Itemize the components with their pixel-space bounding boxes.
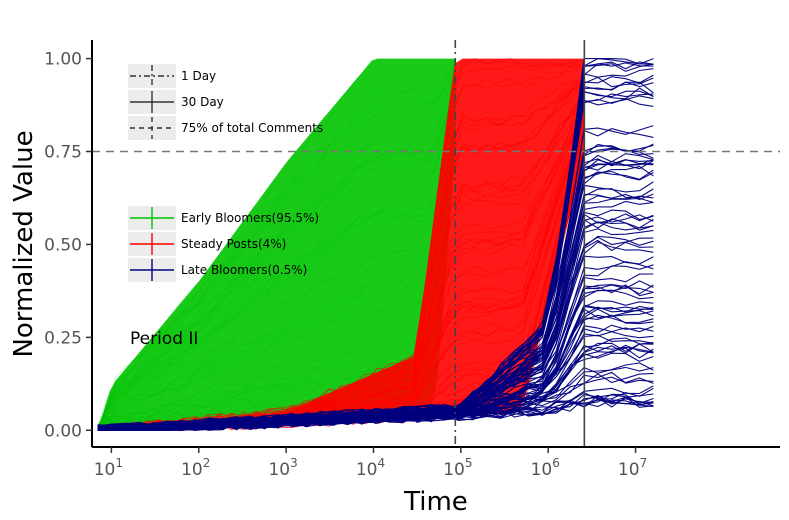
x-tick-label: 103 — [268, 456, 297, 480]
series-line-early-bloomers-95-5 — [97, 118, 456, 429]
ticks: 0.00 0.25 0.50 0.75 1.00 101 102 103 104 105 106 10… — [44, 50, 647, 480]
series-line-early-bloomers-95-5 — [97, 91, 456, 431]
series-line-early-bloomers-95-5 — [97, 88, 456, 431]
series-line-late-bloomers-0-5 — [97, 366, 654, 431]
series-line-early-bloomers-95-5 — [97, 85, 456, 431]
series-line-early-bloomers-95-5 — [97, 79, 456, 431]
legend-label: 75% of total Comments — [181, 121, 323, 135]
series-late-bloomers-0-5 — [97, 58, 654, 431]
series-line-early-bloomers-95-5 — [97, 119, 456, 430]
x-axis-title: Time — [403, 487, 468, 517]
series-line-early-bloomers-95-5 — [97, 100, 456, 429]
series-line-early-bloomers-95-5 — [97, 60, 456, 428]
series-line-early-bloomers-95-5 — [97, 87, 456, 431]
series-line-early-bloomers-95-5 — [97, 122, 456, 431]
x-tick-label: 102 — [181, 456, 210, 480]
series-line-early-bloomers-95-5 — [97, 98, 456, 430]
y-tick-label: 0.00 — [44, 421, 82, 441]
legend-label: Late Bloomers(0.5%) — [181, 263, 307, 277]
y-tick-label: 0.25 — [44, 328, 82, 348]
series-line-early-bloomers-95-5 — [97, 112, 456, 430]
series-line-early-bloomers-95-5 — [97, 82, 456, 431]
series-line-early-bloomers-95-5 — [97, 87, 456, 431]
series-line-early-bloomers-95-5 — [97, 99, 456, 428]
series-line-late-bloomers-0-5 — [97, 170, 654, 431]
legend-series: Early Bloomers(95.5%) Steady Posts(4%) Lat… — [128, 206, 319, 282]
series-line-early-bloomers-95-5 — [97, 135, 456, 431]
series-line-early-bloomers-95-5 — [97, 135, 456, 427]
series-line-early-bloomers-95-5 — [97, 74, 456, 431]
y-tick-label: 1.00 — [44, 50, 82, 70]
series-line-early-bloomers-95-5 — [97, 70, 456, 431]
series-line-early-bloomers-95-5 — [97, 74, 456, 428]
series-line-early-bloomers-95-5 — [97, 86, 456, 431]
x-tick-label: 106 — [531, 456, 560, 480]
series-line-early-bloomers-95-5 — [97, 98, 456, 431]
legend-label: Steady Posts(4%) — [181, 237, 286, 251]
series-line-early-bloomers-95-5 — [97, 137, 456, 429]
period-annotation: Period II — [130, 329, 198, 349]
series-line-early-bloomers-95-5 — [97, 95, 456, 431]
series-line-early-bloomers-95-5 — [97, 91, 456, 431]
y-tick-label: 0.75 — [44, 143, 82, 163]
series-line-early-bloomers-95-5 — [97, 87, 456, 427]
series-line-early-bloomers-95-5 — [97, 78, 456, 426]
x-tick-label: 101 — [94, 456, 123, 480]
series-line-late-bloomers-0-5 — [97, 76, 654, 431]
series-line-early-bloomers-95-5 — [97, 120, 456, 427]
series-line-early-bloomers-95-5 — [97, 75, 456, 431]
series-line-early-bloomers-95-5 — [97, 109, 456, 427]
axes — [91, 40, 780, 448]
series-line-early-bloomers-95-5 — [97, 134, 456, 427]
series-line-early-bloomers-95-5 — [97, 67, 456, 431]
legend-label: Early Bloomers(95.5%) — [181, 211, 319, 225]
series-line-early-bloomers-95-5 — [97, 113, 456, 426]
series-line-early-bloomers-95-5 — [97, 84, 456, 431]
series-line-early-bloomers-95-5 — [97, 125, 456, 427]
reference-lines — [92, 40, 780, 447]
series-line-early-bloomers-95-5 — [97, 127, 456, 429]
legend-reference-lines: 1 Day 30 Day 75% of total Comments — [128, 64, 323, 140]
x-tick-label: 105 — [443, 456, 472, 480]
series-line-early-bloomers-95-5 — [97, 121, 456, 431]
legends: 1 Day 30 Day 75% of total Comments Early Bl… — [128, 64, 323, 282]
series-line-early-bloomers-95-5 — [97, 107, 456, 426]
series-line-early-bloomers-95-5 — [97, 100, 456, 426]
legend-label: 1 Day — [181, 69, 216, 83]
x-tick-label: 107 — [618, 456, 647, 480]
series-line-early-bloomers-95-5 — [97, 88, 456, 431]
series-line-early-bloomers-95-5 — [97, 108, 456, 431]
series-line-early-bloomers-95-5 — [97, 118, 456, 431]
series-line-early-bloomers-95-5 — [97, 93, 456, 431]
series-line-early-bloomers-95-5 — [97, 101, 456, 431]
y-axis-title: Normalized Value — [9, 130, 39, 357]
x-tick-label: 104 — [356, 456, 385, 480]
series-line-early-bloomers-95-5 — [97, 97, 456, 430]
series-line-early-bloomers-95-5 — [97, 73, 456, 431]
series-line-early-bloomers-95-5 — [97, 106, 456, 431]
y-tick-label: 0.50 — [44, 235, 82, 255]
series-line-early-bloomers-95-5 — [97, 132, 456, 431]
series-line-early-bloomers-95-5 — [97, 68, 456, 428]
series-line-early-bloomers-95-5 — [97, 103, 456, 429]
series-line-early-bloomers-95-5 — [97, 64, 456, 429]
series-line-early-bloomers-95-5 — [97, 126, 456, 427]
legend-label: 30 Day — [181, 95, 224, 109]
series-line-early-bloomers-95-5 — [97, 69, 456, 430]
series-line-early-bloomers-95-5 — [97, 135, 456, 429]
